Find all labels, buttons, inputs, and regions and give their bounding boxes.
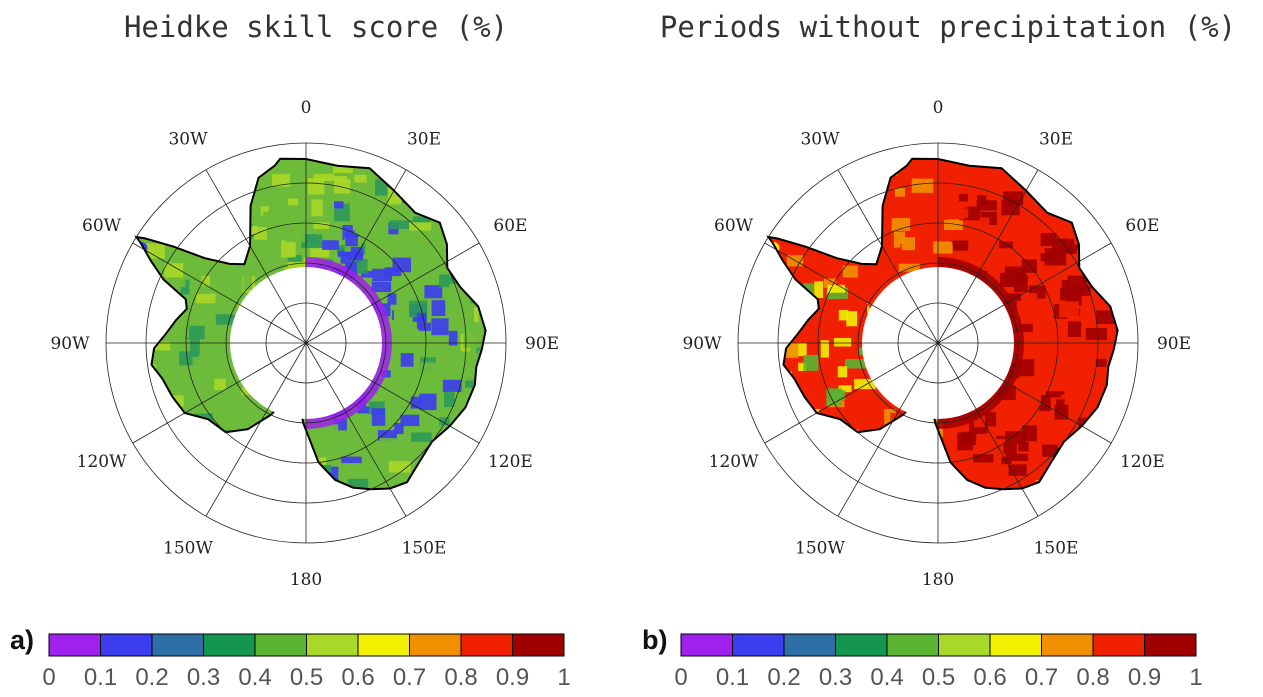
panel-letter: b) [642, 625, 668, 655]
colorbar-tick-label: 0.8 [1076, 664, 1110, 691]
colorbar-swatch [460, 633, 513, 657]
colorbar-tick-label: 0.3 [186, 664, 221, 691]
colorbar-swatch [1144, 633, 1197, 657]
polar-map: 0 30E 60E 90E 120E 150E 180 150W 120W 90W 60W 30W [682, 98, 1191, 590]
colorbar-swatch [512, 633, 565, 657]
panel-heidke: Heidke skill score (%) 0 30E 60E 90E 120E 150… [0, 10, 632, 694]
colorbar-swatch [835, 633, 888, 657]
colorbar-tick-label: 0.9 [495, 664, 530, 691]
longitude-label: 60W [82, 216, 122, 236]
graticule [105, 142, 507, 544]
longitude-label: 90W [682, 334, 722, 354]
colorbar-tick-label: 0.2 [767, 664, 801, 691]
longitude-label: 150E [402, 538, 447, 558]
longitude-label: 180 [290, 570, 322, 590]
colorbar-swatch [989, 633, 1042, 657]
colorbar-swatch [48, 633, 101, 657]
colorbar-tick-label: 0.1 [83, 664, 118, 691]
colorbar-swatch [1092, 633, 1145, 657]
colorbar-tick-label: 1 [557, 664, 571, 691]
colorbar-swatch [680, 633, 733, 657]
longitude-label: 120E [488, 452, 533, 472]
colorbar-tick-label: 0.7 [1024, 664, 1059, 691]
colorbar-ticks: 0 0.1 0.2 0.3 0.4 0.5 0.6 0.7 0.8 0.9 1 [0, 664, 632, 694]
colorbar-tick-label: 0.1 [715, 664, 750, 691]
colorbar-tick-label: 0 [674, 664, 688, 691]
panel-letter: a) [10, 625, 35, 655]
longitude-label: 0 [301, 98, 312, 118]
longitude-label: 0 [933, 98, 944, 118]
colorbar-tick-label: 0.3 [818, 664, 853, 691]
longitude-label: 60E [493, 216, 527, 236]
colorbar-swatch [1041, 633, 1094, 657]
colorbar-tick-label: 0.6 [973, 664, 1007, 691]
colorbar-tick-label: 0.8 [444, 664, 478, 691]
colorbar-tick-label: 0 [42, 664, 56, 691]
longitude-label: 120W [77, 452, 127, 472]
colorbar-swatch [732, 633, 785, 657]
colorbar-swatch [254, 633, 307, 657]
longitude-label: 90E [1157, 334, 1191, 354]
longitude-label: 150W [795, 538, 845, 558]
polar-map: 0 30E 60E 90E 120E 150E 180 150W 120W 90W 60W 30W [50, 98, 559, 590]
colorbar-swatch [938, 633, 991, 657]
longitude-label: 150E [1034, 538, 1079, 558]
colorbar-tick-label: 0.5 [921, 664, 956, 691]
longitude-label: 120W [709, 452, 759, 472]
longitude-label: 60W [714, 216, 754, 236]
longitude-label: 180 [922, 570, 954, 590]
colorbar-swatch [100, 633, 153, 657]
map-title: Heidke skill score (%) [123, 10, 509, 44]
longitude-label: 120E [1120, 452, 1165, 472]
colorbar-swatch [151, 633, 204, 657]
longitude-label: 90W [50, 334, 90, 354]
colorbar-tick-label: 0.4 [238, 664, 272, 691]
longitude-label: 150W [163, 538, 213, 558]
longitude-label: 30E [407, 130, 441, 150]
longitude-label: 30E [1039, 130, 1073, 150]
longitude-label: 30W [168, 130, 208, 150]
colorbar-swatch [357, 633, 410, 657]
graticule [737, 142, 1139, 544]
panel-dry-periods: Periods without precipitation (%) 0 30E 60… [632, 0, 1263, 697]
colorbar-tick-label: 1 [1189, 664, 1203, 691]
colorbar-swatch [783, 633, 836, 657]
longitude-label: 60E [1125, 216, 1159, 236]
colorbar-swatch [306, 633, 359, 657]
colorbar-ticks: 0 0.1 0.2 0.3 0.4 0.5 0.6 0.7 0.8 0.9 1 [632, 664, 1263, 694]
colorbar-swatch [203, 633, 256, 657]
colorbar-tick-label: 0.5 [289, 664, 324, 691]
colorbar-tick-label: 0.6 [341, 664, 375, 691]
colorbar [48, 633, 565, 657]
longitude-label: 30W [800, 130, 840, 150]
longitude-label: 90E [525, 334, 559, 354]
colorbar [680, 633, 1197, 657]
colorbar-tick-label: 0.2 [135, 664, 169, 691]
map-title: Periods without precipitation (%) [659, 10, 1237, 44]
colorbar-tick-label: 0.9 [1127, 664, 1162, 691]
colorbar-swatch [409, 633, 462, 657]
colorbar-tick-label: 0.4 [870, 664, 904, 691]
colorbar-tick-label: 0.7 [392, 664, 427, 691]
colorbar-swatch [886, 633, 939, 657]
